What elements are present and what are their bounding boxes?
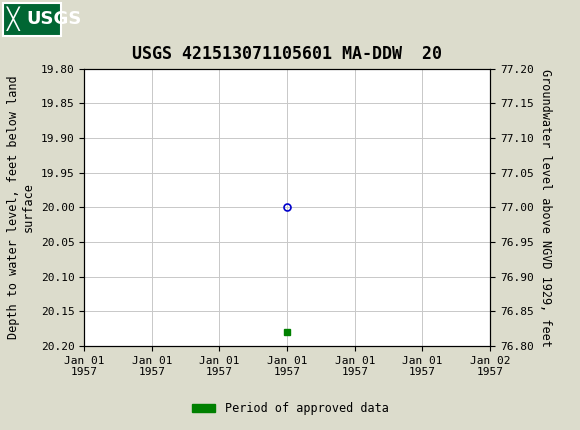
Text: ╳: ╳ (7, 6, 20, 31)
Legend: Period of approved data: Period of approved data (187, 397, 393, 420)
FancyBboxPatch shape (3, 3, 61, 36)
Y-axis label: Groundwater level above NGVD 1929, feet: Groundwater level above NGVD 1929, feet (539, 68, 552, 347)
Text: USGS: USGS (26, 9, 81, 28)
Title: USGS 421513071105601 MA-DDW  20: USGS 421513071105601 MA-DDW 20 (132, 45, 442, 63)
Y-axis label: Depth to water level, feet below land
surface: Depth to water level, feet below land su… (7, 76, 35, 339)
